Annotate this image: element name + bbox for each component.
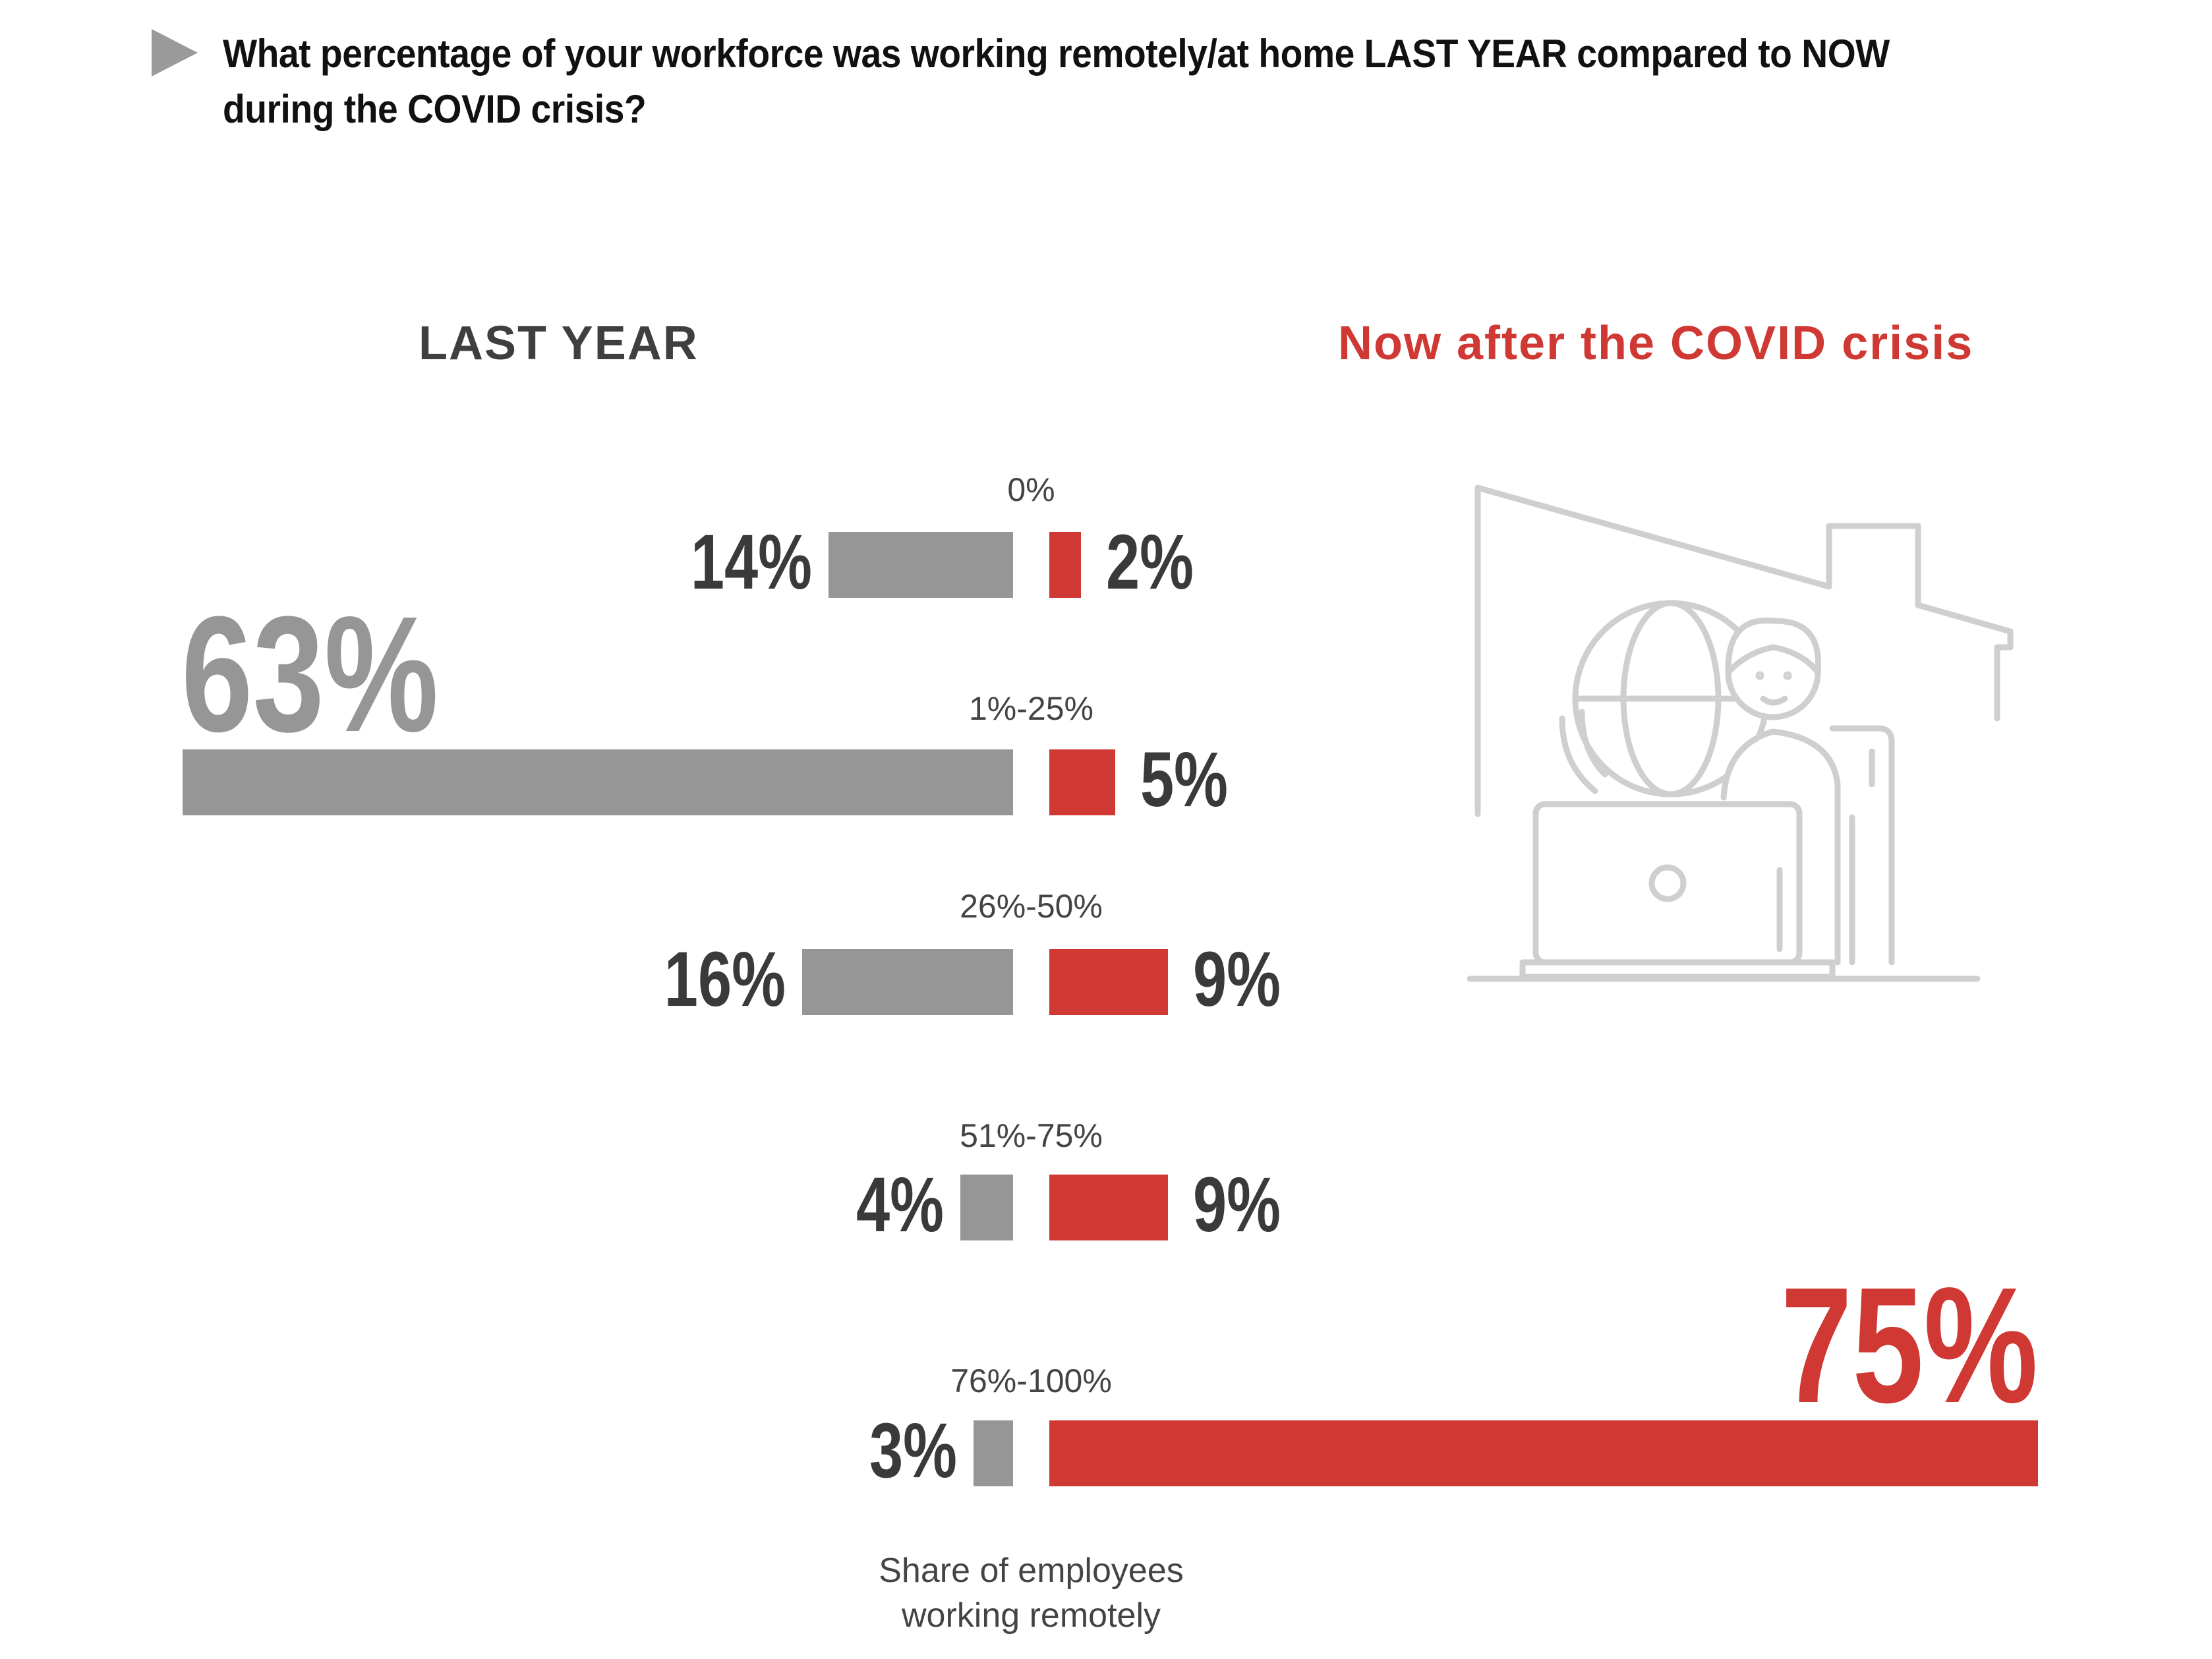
value-label-now: 5% bbox=[1140, 736, 1228, 823]
x-axis-caption: Share of employees bbox=[879, 1552, 1184, 1590]
bar-last-year bbox=[829, 532, 1013, 598]
bar-now bbox=[1049, 532, 1081, 598]
triangle-right-icon bbox=[152, 29, 198, 76]
value-label-now: 9% bbox=[1193, 1161, 1281, 1248]
value-label-last-year: 3% bbox=[869, 1407, 957, 1494]
chart-labels: 0% 14% 2% 1%-25% 63% 5% 26%-50% 16% 9% 51%-75% 4% 9… bbox=[181, 471, 2038, 1635]
question-title: What percentage of your workforce was wo… bbox=[223, 32, 1890, 131]
bar-last-year bbox=[183, 749, 1013, 815]
bar-last-year bbox=[960, 1175, 1013, 1240]
value-label-now: 2% bbox=[1106, 519, 1194, 606]
value-label-now: 75% bbox=[1781, 1253, 2038, 1438]
bar-now bbox=[1049, 949, 1168, 1015]
value-label-now: 9% bbox=[1193, 936, 1281, 1023]
bar-now bbox=[1049, 749, 1115, 815]
now-series bbox=[1049, 532, 2038, 1486]
category-label: 51%-75% bbox=[960, 1117, 1103, 1154]
category-label: 76%-100% bbox=[950, 1362, 1112, 1399]
last-year-series bbox=[183, 532, 1013, 1486]
value-label-last-year: 63% bbox=[181, 582, 438, 767]
value-label-last-year: 14% bbox=[691, 519, 812, 606]
x-axis-caption: working remotely bbox=[901, 1596, 1161, 1635]
value-label-last-year: 4% bbox=[856, 1161, 944, 1248]
bar-last-year bbox=[974, 1420, 1013, 1486]
last-year-title: LAST YEAR bbox=[419, 317, 699, 370]
bar-now bbox=[1049, 1420, 2038, 1486]
now-title: Now after the COVID crisis bbox=[1338, 317, 1974, 370]
value-label-last-year: 16% bbox=[664, 936, 786, 1023]
category-label: 1%-25% bbox=[969, 690, 1093, 727]
category-label: 26%-50% bbox=[960, 888, 1103, 925]
category-label: 0% bbox=[1007, 471, 1055, 508]
bar-last-year bbox=[802, 949, 1013, 1015]
bar-now bbox=[1049, 1175, 1168, 1240]
person-working-from-home-icon bbox=[1467, 484, 2014, 982]
